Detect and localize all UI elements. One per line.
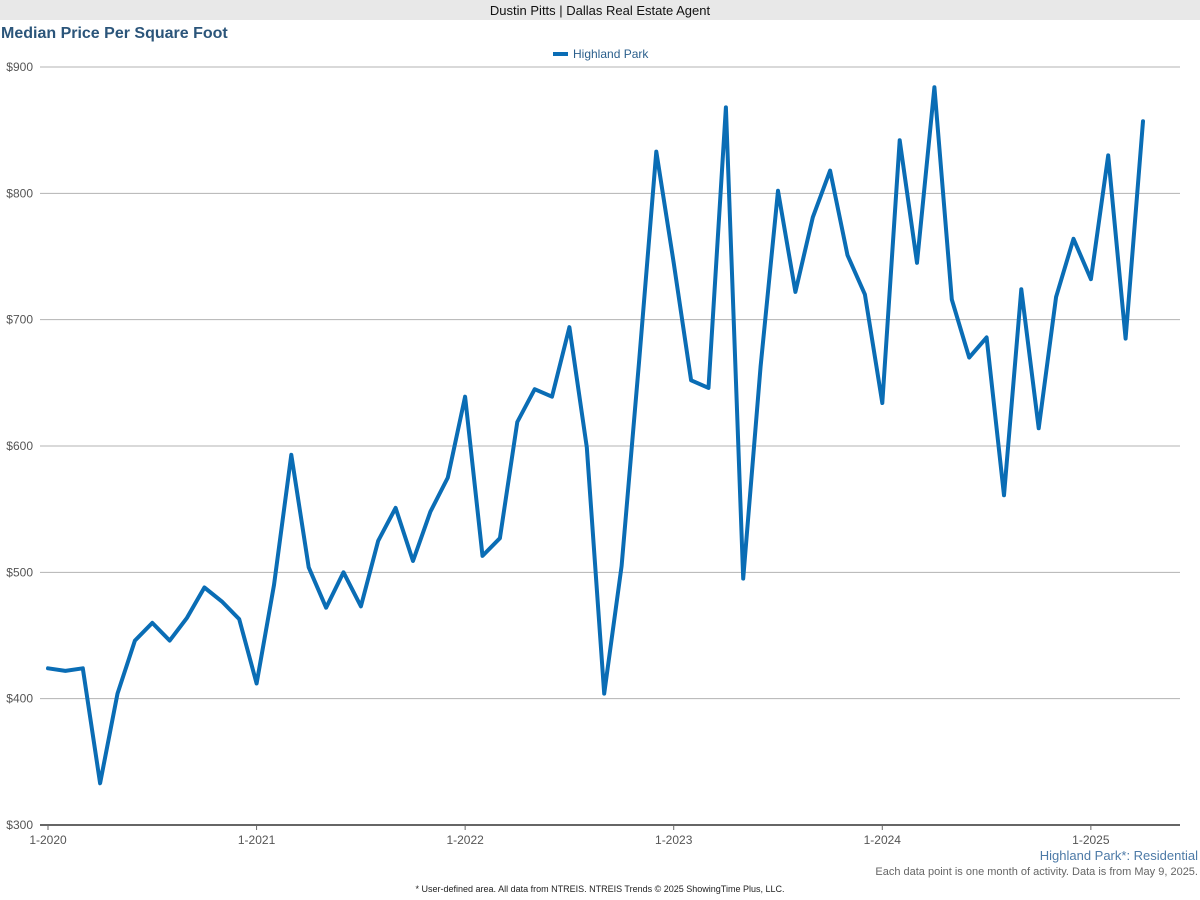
y-tick-label: $500 (6, 565, 33, 579)
x-tick-label: 1-2020 (29, 833, 67, 847)
header-bar: Dustin Pitts | Dallas Real Estate Agent (0, 0, 1200, 20)
data-point (637, 361, 641, 365)
data-point (168, 639, 172, 643)
agent-name: Dustin Pitts | Dallas Real Estate Agent (489, 3, 711, 18)
y-tick-label: $700 (6, 313, 33, 327)
data-point (1071, 237, 1075, 241)
data-point (585, 445, 589, 449)
data-point (533, 387, 537, 391)
data-point (498, 536, 502, 540)
data-point (428, 510, 432, 514)
data-point (1141, 119, 1145, 123)
y-tick-label: $600 (6, 439, 33, 453)
data-point (1089, 277, 1093, 281)
data-point (602, 692, 606, 696)
data-point (150, 621, 154, 625)
data-point (672, 261, 676, 265)
data-note: Each data point is one month of activity… (875, 866, 1198, 878)
x-tick-label: 1-2024 (864, 833, 902, 847)
data-point (567, 325, 571, 329)
data-point (550, 395, 554, 399)
data-point (828, 169, 832, 173)
data-point (133, 639, 137, 643)
data-point (793, 290, 797, 294)
data-point (1037, 426, 1041, 430)
x-tick-label: 1-2022 (446, 833, 484, 847)
series-group (46, 85, 1145, 786)
x-tick-label: 1-2021 (238, 833, 276, 847)
data-point (237, 617, 241, 621)
legend: Highland Park (553, 47, 649, 61)
data-point (776, 189, 780, 193)
credit-line: * User-defined area. All data from NTREI… (415, 884, 785, 894)
series-line-highland-park (46, 85, 1145, 786)
data-point (654, 150, 658, 154)
data-point (463, 395, 467, 399)
data-point (1124, 337, 1128, 341)
data-point (724, 105, 728, 109)
data-point (202, 585, 206, 589)
data-point (63, 669, 67, 673)
data-point (272, 583, 276, 587)
y-tick-label: $300 (6, 818, 33, 832)
data-point (846, 253, 850, 257)
legend-label-highland-park: Highland Park (573, 47, 649, 61)
data-point (411, 559, 415, 563)
data-point (915, 261, 919, 265)
y-tick-label: $400 (6, 692, 33, 706)
data-point (811, 215, 815, 219)
data-point (689, 378, 693, 382)
data-point (116, 692, 120, 696)
data-point (1002, 493, 1006, 497)
data-point (481, 554, 485, 558)
data-point (255, 682, 259, 686)
data-point (220, 599, 224, 603)
data-point (932, 85, 936, 89)
x-tick-label: 1-2025 (1072, 833, 1110, 847)
data-point (307, 565, 311, 569)
data-point (898, 138, 902, 142)
data-point (324, 606, 328, 610)
data-point (706, 386, 710, 390)
data-point (394, 506, 398, 510)
data-point (950, 297, 954, 301)
y-axis: $300 $400 $500 $600 $700 $800 $900 (6, 60, 33, 832)
x-tick-label: 1-2023 (655, 833, 693, 847)
x-axis: 1-2020 1-2021 1-2022 1-2023 1-2024 1-2025 (29, 824, 1180, 847)
data-point (46, 666, 50, 670)
data-point (985, 335, 989, 339)
data-point (1054, 295, 1058, 299)
data-point (759, 364, 763, 368)
data-point (359, 604, 363, 608)
chart-title: Median Price Per Square Foot (1, 25, 228, 42)
data-point (376, 539, 380, 543)
data-point (1106, 153, 1110, 157)
data-point (967, 356, 971, 360)
data-point (515, 420, 519, 424)
data-point (341, 570, 345, 574)
data-point (185, 616, 189, 620)
data-point (620, 564, 624, 568)
gridlines (40, 66, 1180, 700)
data-point (1019, 287, 1023, 291)
data-point (880, 401, 884, 405)
y-tick-label: $900 (6, 60, 33, 74)
y-tick-label: $800 (6, 186, 33, 200)
area-filter-label: Highland Park*: Residential (1039, 848, 1198, 863)
data-point (741, 577, 745, 581)
data-point (446, 476, 450, 480)
data-point (863, 292, 867, 296)
data-point (289, 453, 293, 457)
data-point (81, 666, 85, 670)
data-point (98, 781, 102, 785)
